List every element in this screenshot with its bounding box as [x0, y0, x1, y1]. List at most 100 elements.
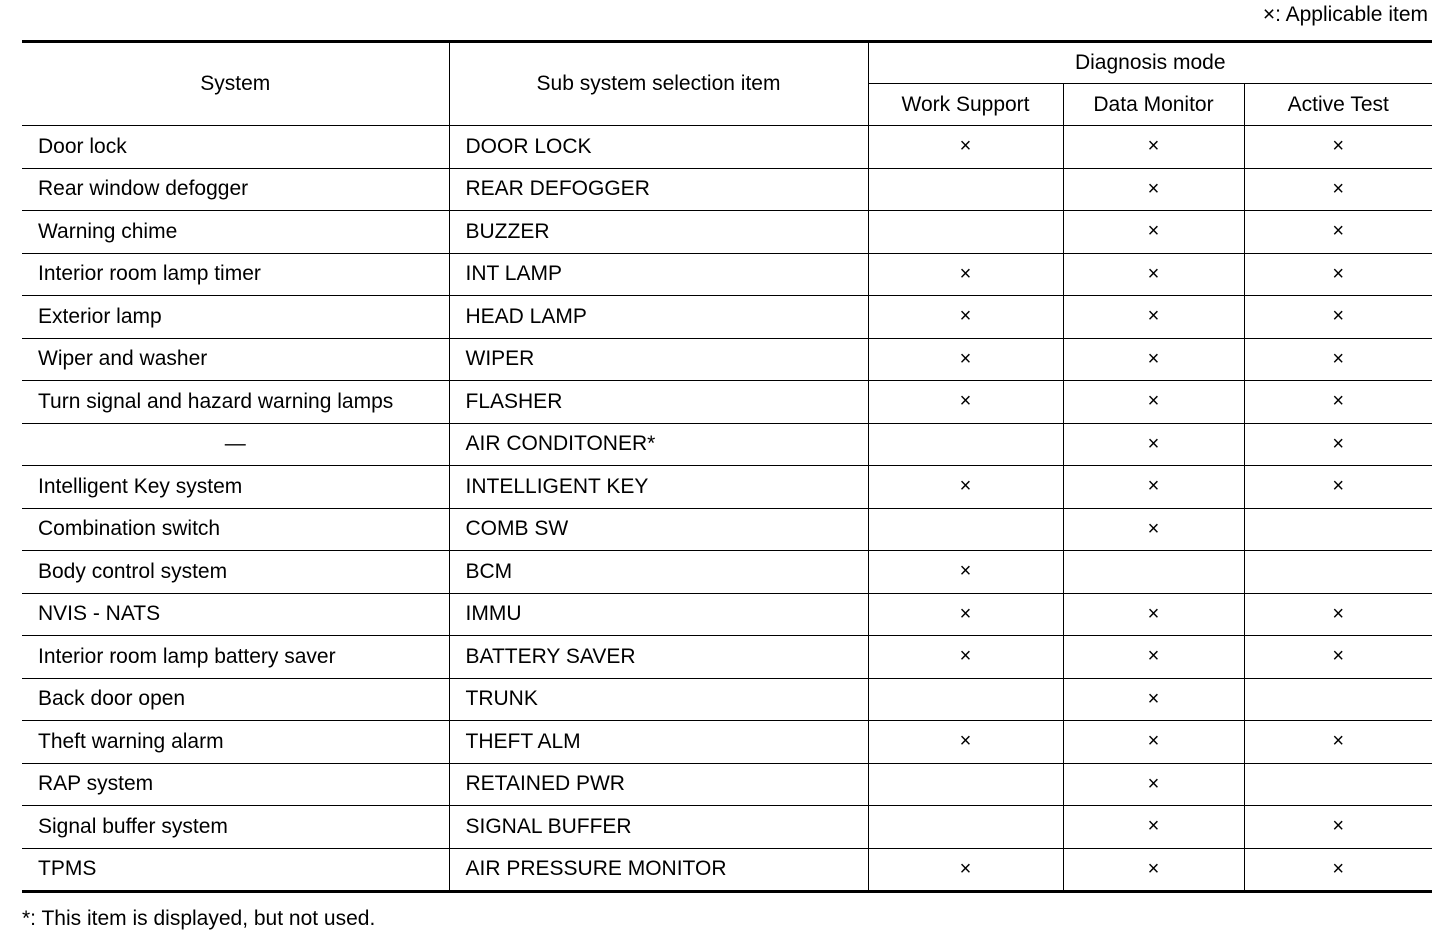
work-support-cell: × — [867, 550, 1064, 594]
applicable-mark-icon: × — [1147, 687, 1160, 710]
system-cell: Door lock — [22, 125, 450, 169]
work-support-cell — [867, 677, 1064, 721]
table-row: Interior room lamp timer INT LAMP × × × — [22, 252, 1433, 296]
work-support-cell: × — [867, 380, 1064, 424]
system-cell: Warning chime — [22, 210, 450, 254]
sub-system-cell: BCM — [448, 550, 869, 594]
sub-system-cell: AIR CONDITONER* — [448, 422, 869, 466]
applicable-mark-icon: × — [1332, 220, 1345, 243]
work-support-cell — [867, 507, 1064, 551]
table-row: Intelligent Key system INTELLIGENT KEY × × × — [22, 465, 1433, 509]
system-cell: Theft warning alarm — [22, 720, 450, 764]
active-test-cell: × — [1243, 380, 1433, 424]
applicable-mark-icon: × — [1332, 730, 1345, 753]
active-test-cell: × — [1243, 465, 1433, 509]
applicable-mark-icon: × — [1332, 432, 1345, 455]
header-subrow: Work Support Data Monitor Active Test — [22, 83, 1433, 126]
active-test-cell: × — [1243, 337, 1433, 381]
sub-system-cell: INT LAMP — [448, 252, 869, 296]
active-test-cell: × — [1243, 422, 1433, 466]
applicable-mark-icon: × — [1147, 475, 1160, 498]
applicable-mark-icon: × — [1147, 432, 1160, 455]
table-row: Theft warning alarm THEFT ALM × × × — [22, 720, 1433, 764]
applicable-mark-icon: × — [959, 475, 972, 498]
sub-system-cell: FLASHER — [448, 380, 869, 424]
table-row: Rear window defogger REAR DEFOGGER × × — [22, 167, 1433, 211]
sub-system-cell: RETAINED PWR — [448, 762, 869, 806]
table-row: Combination switch COMB SW × — [22, 507, 1433, 551]
system-cell: Interior room lamp timer — [22, 252, 450, 296]
applicable-mark-icon: × — [959, 347, 972, 370]
sub-system-cell: IMMU — [448, 592, 869, 636]
active-test-cell: × — [1243, 295, 1433, 339]
sub-system-cell: COMB SW — [448, 507, 869, 551]
applicable-mark-icon: × — [959, 730, 972, 753]
active-test-cell: × — [1243, 210, 1433, 254]
applicable-mark-icon: × — [1147, 602, 1160, 625]
applicable-mark-icon: × — [1332, 475, 1345, 498]
work-support-cell: × — [867, 295, 1064, 339]
header-row: System Sub system selection item Diagnos… — [22, 40, 1433, 126]
data-monitor-cell: × — [1062, 295, 1245, 339]
applicable-mark-icon: × — [1147, 177, 1160, 200]
applicable-mark-icon: × — [959, 857, 972, 880]
system-cell: NVIS - NATS — [22, 592, 450, 636]
data-monitor-cell: × — [1062, 805, 1245, 849]
work-support-cell: × — [867, 252, 1064, 296]
work-support-cell — [867, 762, 1064, 806]
active-test-cell: × — [1243, 847, 1433, 893]
work-support-cell — [867, 422, 1064, 466]
sub-system-cell: DOOR LOCK — [448, 125, 869, 169]
table-row: Exterior lamp HEAD LAMP × × × — [22, 295, 1433, 339]
sub-system-cell: SIGNAL BUFFER — [448, 805, 869, 849]
system-cell: Exterior lamp — [22, 295, 450, 339]
work-support-cell: × — [867, 847, 1064, 893]
applicable-mark-icon: × — [959, 262, 972, 285]
applicable-mark-icon: × — [959, 135, 972, 158]
applicable-mark-icon: × — [1147, 645, 1160, 668]
data-monitor-cell: × — [1062, 465, 1245, 509]
diagnosis-mode-table: System Sub system selection item Diagnos… — [22, 40, 1433, 893]
sub-system-cell: BUZZER — [448, 210, 869, 254]
active-test-cell — [1243, 677, 1433, 721]
applicable-mark-icon: × — [1147, 347, 1160, 370]
work-support-cell: × — [867, 465, 1064, 509]
table-row: TPMS AIR PRESSURE MONITOR × × × — [22, 847, 1433, 893]
data-monitor-cell: × — [1062, 337, 1245, 381]
active-test-cell: × — [1243, 592, 1433, 636]
table-row: Signal buffer system SIGNAL BUFFER × × — [22, 805, 1433, 849]
data-monitor-cell: × — [1062, 677, 1245, 721]
system-cell: Turn signal and hazard warning lamps — [22, 380, 450, 424]
sub-system-cell: THEFT ALM — [448, 720, 869, 764]
applicable-mark-icon: × — [1332, 305, 1345, 328]
active-test-cell — [1243, 762, 1433, 806]
applicable-item-legend: ×: Applicable item — [1262, 3, 1428, 26]
active-test-cell — [1243, 550, 1433, 594]
data-monitor-cell: × — [1062, 252, 1245, 296]
sub-system-cell: REAR DEFOGGER — [448, 167, 869, 211]
applicable-mark-icon: × — [1332, 815, 1345, 838]
work-support-cell: × — [867, 635, 1064, 679]
applicable-mark-icon: × — [959, 305, 972, 328]
table-row: Wiper and washer WIPER × × × — [22, 337, 1433, 381]
system-cell: Wiper and washer — [22, 337, 450, 381]
work-support-cell — [867, 805, 1064, 849]
system-cell: Combination switch — [22, 507, 450, 551]
applicable-mark-icon: × — [959, 602, 972, 625]
system-cell: Intelligent Key system — [22, 465, 450, 509]
data-monitor-cell: × — [1062, 762, 1245, 806]
header-active-test: Active Test — [1243, 83, 1433, 126]
applicable-mark-icon: × — [1147, 262, 1160, 285]
header-data-monitor: Data Monitor — [1062, 83, 1245, 126]
applicable-mark-icon: × — [1147, 220, 1160, 243]
header-system: System — [22, 40, 450, 126]
table-row: — AIR CONDITONER* × × — [22, 422, 1433, 466]
active-test-cell — [1243, 507, 1433, 551]
table-row: Door lock DOOR LOCK × × × — [22, 125, 1433, 169]
system-cell: RAP system — [22, 762, 450, 806]
system-cell: Back door open — [22, 677, 450, 721]
data-monitor-cell: × — [1062, 507, 1245, 551]
work-support-cell: × — [867, 337, 1064, 381]
active-test-cell: × — [1243, 805, 1433, 849]
active-test-cell: × — [1243, 635, 1433, 679]
